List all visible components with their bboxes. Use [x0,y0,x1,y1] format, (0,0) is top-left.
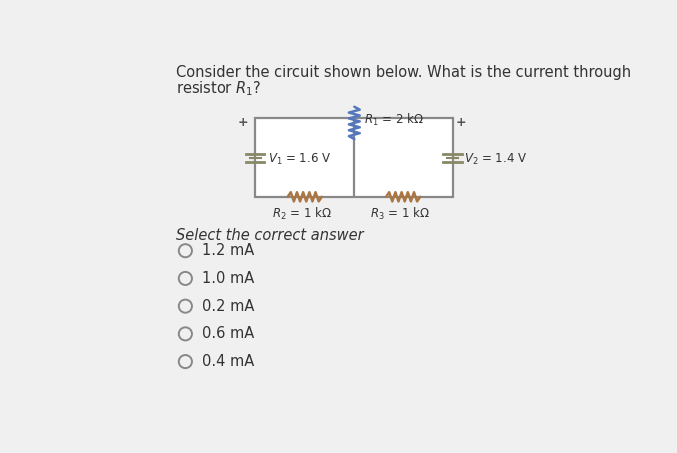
Text: $V_2$ = 1.4 V: $V_2$ = 1.4 V [464,152,527,167]
Text: +: + [238,116,248,129]
Text: 1.2 mA: 1.2 mA [202,243,255,258]
Text: $V_1$ = 1.6 V: $V_1$ = 1.6 V [267,152,331,167]
Text: Select the correct answer: Select the correct answer [176,227,364,243]
Text: 0.2 mA: 0.2 mA [202,299,255,313]
Text: $R_1$ = 2 k$\Omega$: $R_1$ = 2 k$\Omega$ [364,112,423,128]
Text: Consider the circuit shown below. What is the current through: Consider the circuit shown below. What i… [176,65,631,80]
Text: 1.0 mA: 1.0 mA [202,271,255,286]
Text: $R_2$ = 1 k$\Omega$: $R_2$ = 1 k$\Omega$ [271,206,332,222]
Text: $R_3$ = 1 k$\Omega$: $R_3$ = 1 k$\Omega$ [370,206,430,222]
Text: resistor $R_1$?: resistor $R_1$? [176,79,261,98]
Text: 0.6 mA: 0.6 mA [202,326,255,342]
Text: +: + [456,116,466,129]
FancyBboxPatch shape [255,117,453,197]
Text: 0.4 mA: 0.4 mA [202,354,255,369]
